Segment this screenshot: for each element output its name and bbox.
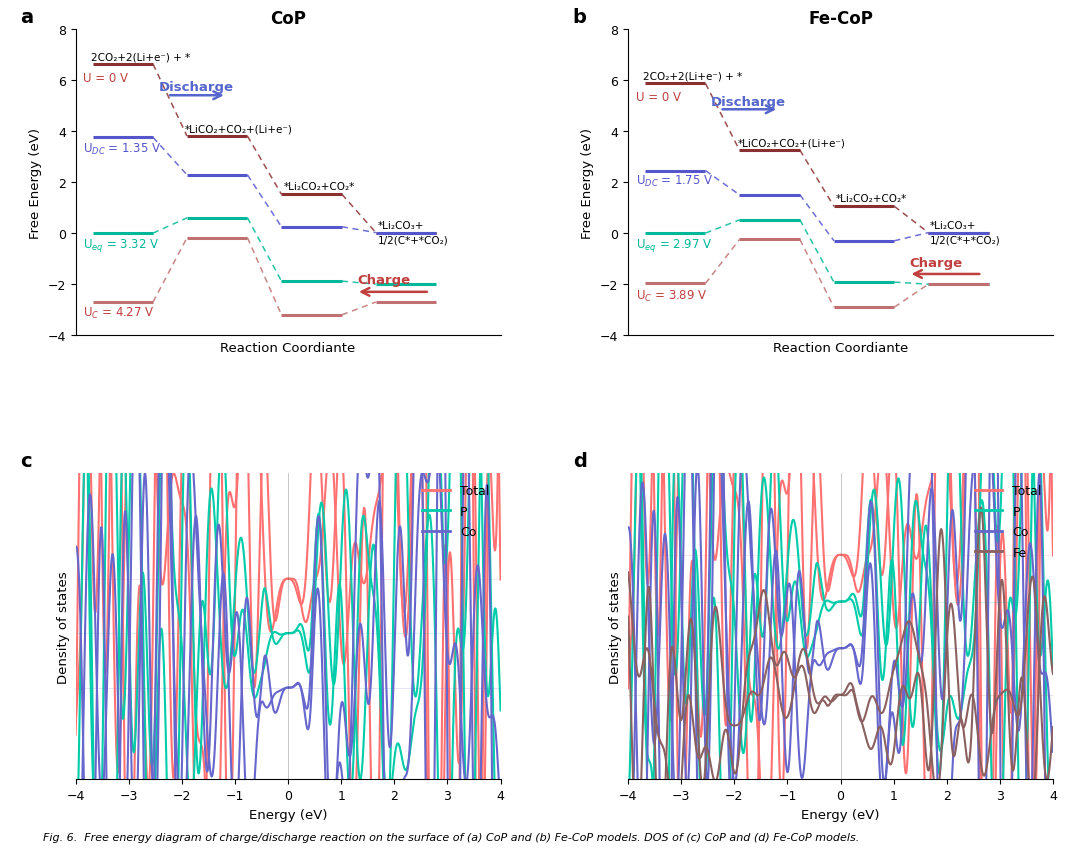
X-axis label: Reaction Coordiante: Reaction Coordiante — [220, 342, 355, 354]
Y-axis label: Free Energy (eV): Free Energy (eV) — [29, 128, 42, 239]
X-axis label: Energy (eV): Energy (eV) — [801, 808, 880, 820]
Text: U$_{C}$ = 4.27 V: U$_{C}$ = 4.27 V — [83, 305, 154, 320]
Text: d: d — [572, 452, 586, 470]
X-axis label: Reaction Coordiante: Reaction Coordiante — [773, 342, 908, 354]
Text: b: b — [572, 8, 586, 26]
Y-axis label: Free Energy (eV): Free Energy (eV) — [581, 128, 594, 239]
Text: *Li₂CO₃+: *Li₂CO₃+ — [930, 221, 976, 230]
Title: Fe-CoP: Fe-CoP — [808, 10, 873, 28]
Text: U$_{DC}$ = 1.75 V: U$_{DC}$ = 1.75 V — [636, 174, 713, 189]
Text: U = 0 V: U = 0 V — [636, 91, 680, 104]
Y-axis label: Density of states: Density of states — [57, 570, 70, 682]
Text: 2CO₂+2(Li+e⁻) + *: 2CO₂+2(Li+e⁻) + * — [91, 52, 190, 62]
Text: *Li₂CO₂+CO₂*: *Li₂CO₂+CO₂* — [836, 194, 907, 204]
Text: U$_{eq}$ = 2.97 V: U$_{eq}$ = 2.97 V — [636, 237, 712, 254]
Text: U$_{eq}$ = 3.32 V: U$_{eq}$ = 3.32 V — [83, 237, 160, 254]
Text: U = 0 V: U = 0 V — [83, 72, 129, 84]
Text: *Li₂CO₂+CO₂*: *Li₂CO₂+CO₂* — [283, 182, 354, 192]
Legend: Total, P, Co, Fe: Total, P, Co, Fe — [970, 480, 1047, 564]
Text: Discharge: Discharge — [159, 81, 233, 94]
Text: 1/2(C*+*CO₂): 1/2(C*+*CO₂) — [930, 236, 1001, 245]
Text: U$_{DC}$ = 1.35 V: U$_{DC}$ = 1.35 V — [83, 142, 161, 158]
Text: *LiCO₂+CO₂+(Li+e⁻): *LiCO₂+CO₂+(Li+e⁻) — [185, 124, 293, 134]
Text: U$_{C}$ = 3.89 V: U$_{C}$ = 3.89 V — [636, 289, 707, 304]
Text: Charge: Charge — [357, 273, 410, 286]
Title: CoP: CoP — [270, 10, 306, 28]
Text: 1/2(C*+*CO₂): 1/2(C*+*CO₂) — [378, 236, 448, 245]
Text: *LiCO₂+CO₂+(Li+e⁻): *LiCO₂+CO₂+(Li+e⁻) — [738, 138, 846, 148]
Text: Charge: Charge — [909, 257, 962, 270]
Text: 2CO₂+2(Li+e⁻) + *: 2CO₂+2(Li+e⁻) + * — [644, 72, 742, 81]
Text: c: c — [21, 452, 32, 470]
Text: *Li₂CO₃+: *Li₂CO₃+ — [378, 221, 424, 230]
Text: Fig. 6.  Free energy diagram of charge/discharge reaction on the surface of (a) : Fig. 6. Free energy diagram of charge/di… — [43, 832, 860, 842]
Text: a: a — [21, 8, 33, 26]
Y-axis label: Density of states: Density of states — [609, 570, 622, 682]
X-axis label: Energy (eV): Energy (eV) — [248, 808, 327, 820]
Legend: Total, P, Co: Total, P, Co — [418, 480, 495, 544]
Text: Discharge: Discharge — [711, 96, 786, 109]
